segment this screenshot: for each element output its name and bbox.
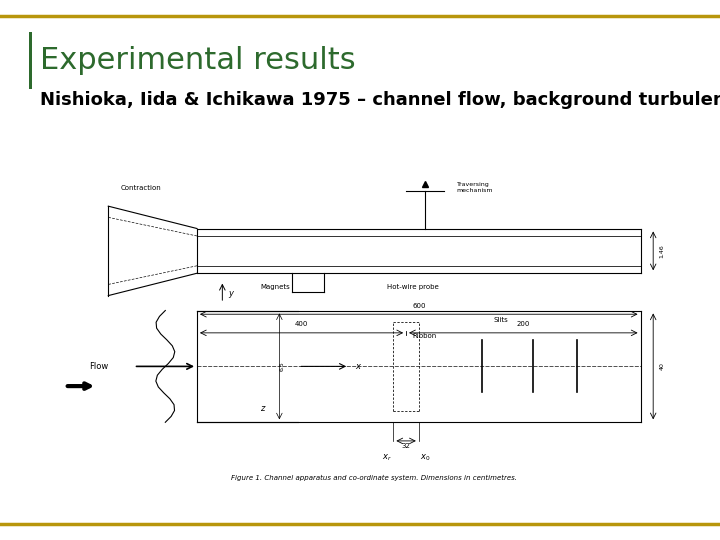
Text: Contraction: Contraction <box>121 185 162 191</box>
Text: y: y <box>229 288 234 298</box>
Text: $x_0$: $x_0$ <box>420 453 431 463</box>
Text: Flow: Flow <box>89 362 108 371</box>
Text: 400: 400 <box>295 321 308 327</box>
Text: $x_r$: $x_r$ <box>382 453 392 463</box>
Text: 200: 200 <box>517 321 530 327</box>
Text: z: z <box>261 404 265 413</box>
Text: Ribbon: Ribbon <box>413 333 436 339</box>
Text: Traversing
mechanism: Traversing mechanism <box>456 182 493 193</box>
Text: Nishioka, Iida & Ichikawa 1975 – channel flow, background turbulence=0.05%: Nishioka, Iida & Ichikawa 1975 – channel… <box>40 91 720 109</box>
Text: Experimental results: Experimental results <box>40 46 355 75</box>
Text: Hot-wire probe: Hot-wire probe <box>387 285 438 291</box>
Text: Magnets: Magnets <box>261 285 290 291</box>
Text: 6.5: 6.5 <box>280 361 285 372</box>
Text: 1.46: 1.46 <box>660 244 665 258</box>
Text: 600: 600 <box>412 302 426 309</box>
Text: x: x <box>356 362 361 371</box>
Text: 32: 32 <box>402 443 410 449</box>
Text: 40: 40 <box>660 362 665 370</box>
Text: Figure 1. Channel apparatus and co-ordinate system. Dimensions in centimetres.: Figure 1. Channel apparatus and co-ordin… <box>231 475 518 481</box>
Bar <box>29 32 32 89</box>
Text: Slits: Slits <box>494 316 508 323</box>
